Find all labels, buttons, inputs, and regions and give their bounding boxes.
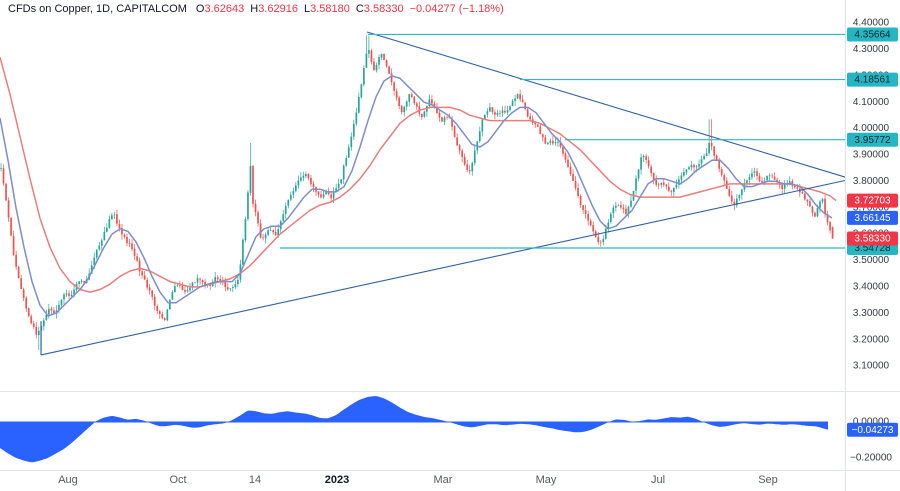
price-badge-bg — [847, 210, 898, 225]
oscillator-pane[interactable] — [0, 396, 828, 463]
ma-fast-line[interactable] — [0, 75, 833, 317]
price-badge-label: 3.58330 — [854, 234, 891, 245]
price-tick-label: 4.30000 — [853, 44, 890, 55]
price-tick-label: 4.40000 — [853, 18, 890, 29]
price-badge-level: 3.95772 — [847, 132, 898, 147]
price-badge-level: 4.35664 — [847, 27, 898, 42]
oscillator-tick-label: 0.00000 — [853, 417, 890, 428]
time-scale[interactable]: Aug Oct 14 2023 Mar May Jul Sep — [58, 474, 778, 486]
ohlc-high: H3.62916 — [250, 3, 298, 15]
candlestick-series — [0, 35, 834, 351]
price-badge-bg — [847, 231, 898, 246]
price-tick-label: 3.70000 — [853, 202, 890, 213]
time-axis-label: 14 — [249, 474, 261, 486]
symbol-legend[interactable]: CFDs on Copper, 1D, CAPITALCOM O3.62643 H3… — [8, 3, 504, 15]
oscillator-area — [0, 396, 828, 463]
price-tick-label: 3.80000 — [853, 176, 890, 187]
price-tick-label: 4.00000 — [853, 123, 890, 134]
price-tick-label: 3.20000 — [853, 334, 890, 345]
ohlc-close: C3.58330 — [355, 3, 404, 15]
price-badge-bg — [847, 27, 898, 42]
time-axis-label: Mar — [434, 474, 453, 486]
price-tick-label: 3.50000 — [853, 255, 890, 266]
price-badge-level: 4.18561 — [847, 72, 898, 87]
ohlc-low: L3.58180 — [303, 3, 350, 15]
price-tick-label: 3.40000 — [853, 281, 890, 292]
price-badge-ma-slow: 3.72703 — [847, 193, 898, 208]
price-badge-last: 3.58330 — [847, 231, 898, 246]
time-axis-label: Oct — [169, 474, 186, 486]
time-axis-label: Sep — [758, 474, 778, 486]
down-candle-bodies — [2, 50, 834, 335]
down-candle-wicks — [3, 48, 833, 339]
price-tick-label: 3.30000 — [853, 308, 890, 319]
price-badge-label: 4.18561 — [854, 75, 891, 86]
ma-slow-line[interactable] — [0, 57, 837, 293]
price-badge-bg — [847, 72, 898, 87]
time-axis-label: May — [536, 474, 557, 486]
trendline-descending[interactable] — [366, 31, 846, 178]
price-badge-label: 3.54728 — [854, 243, 891, 254]
oscillator-badge-bg — [847, 422, 898, 437]
oscillator-tick-label: −0.20000 — [850, 453, 892, 464]
price-badge-ma-fast: 3.66145 — [847, 210, 898, 225]
time-axis-label: 2023 — [325, 474, 349, 486]
change-value: −0.04277 (−1.18%) — [409, 3, 504, 15]
price-badge-bg — [847, 193, 898, 208]
time-axis-label: Jul — [651, 474, 665, 486]
price-tick-label: 3.10000 — [853, 361, 890, 372]
time-axis-label: Aug — [58, 474, 78, 486]
price-badge-label: 3.66145 — [854, 213, 891, 224]
price-badge-bg — [847, 132, 898, 147]
price-badge-label: 3.72703 — [854, 196, 891, 207]
oscillator-badge: −0.04273 — [847, 422, 898, 437]
price-badge-label: 3.95772 — [854, 135, 891, 146]
trendline-ascending[interactable] — [40, 179, 846, 356]
oscillator-badge-label: −0.04273 — [852, 425, 894, 436]
up-candle-wicks — [0, 35, 823, 351]
ohlc-open: O3.62643 — [195, 3, 245, 15]
price-scale[interactable]: 4.400004.300004.200004.100004.000003.900… — [847, 18, 898, 464]
price-badge-label: 4.35664 — [854, 30, 891, 41]
price-tick-label: 4.10000 — [853, 97, 890, 108]
price-tick-label: 3.90000 — [853, 150, 890, 161]
symbol-title[interactable]: CFDs on Copper, 1D, CAPITALCOM — [8, 3, 187, 15]
